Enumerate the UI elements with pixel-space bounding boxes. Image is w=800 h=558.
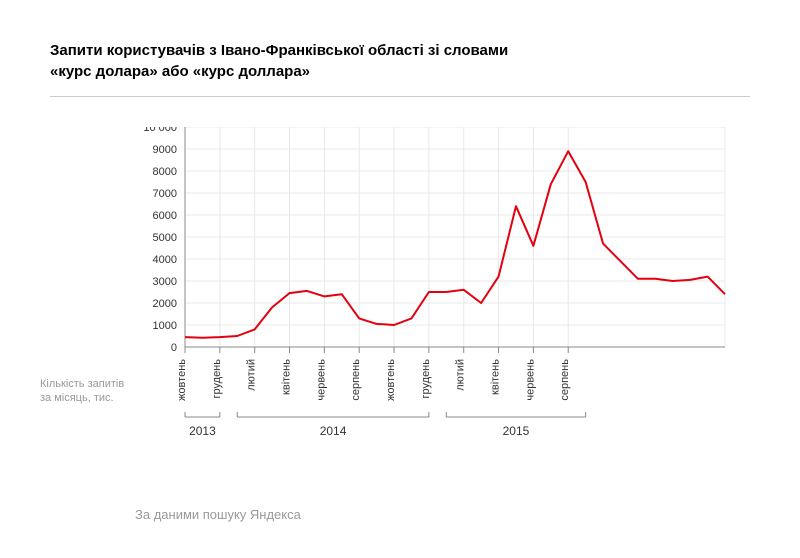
svg-text:червень: червень xyxy=(524,359,536,401)
svg-text:лютий: лютий xyxy=(246,359,258,391)
svg-text:0: 0 xyxy=(171,342,177,354)
svg-text:червень: червень xyxy=(315,359,327,401)
title-line-1: Запити користувачів з Івано-Франківської… xyxy=(50,42,508,59)
svg-text:7000: 7000 xyxy=(153,188,177,200)
title-line-2: «курс долара» або «курс доллара» xyxy=(50,63,310,80)
svg-text:4000: 4000 xyxy=(153,254,177,266)
svg-text:серпень: серпень xyxy=(350,359,362,401)
chart-area: 0 1000 2000 3000 4000 5000 6000 7000 8000 9000 10 … xyxy=(50,127,750,467)
svg-text:1000: 1000 xyxy=(153,320,177,332)
svg-text:10 000: 10 000 xyxy=(143,127,177,134)
line-chart-svg: 0 1000 2000 3000 4000 5000 6000 7000 8000 9000 10 … xyxy=(50,127,750,467)
svg-text:жовтень: жовтень xyxy=(385,359,397,401)
svg-text:2013: 2013 xyxy=(189,424,216,438)
svg-text:5000: 5000 xyxy=(153,232,177,244)
svg-text:жовтень: жовтень xyxy=(176,359,188,401)
svg-text:2015: 2015 xyxy=(503,424,530,438)
svg-text:2014: 2014 xyxy=(320,424,347,438)
svg-text:квітень: квітень xyxy=(281,359,293,395)
svg-text:грудень: грудень xyxy=(211,359,223,399)
svg-text:6000: 6000 xyxy=(153,210,177,222)
svg-text:лютий: лютий xyxy=(455,359,467,391)
svg-text:грудень: грудень xyxy=(420,359,432,399)
svg-text:8000: 8000 xyxy=(153,166,177,178)
title-divider xyxy=(50,96,750,97)
svg-text:2000: 2000 xyxy=(153,298,177,310)
svg-text:9000: 9000 xyxy=(153,144,177,156)
svg-text:квітень: квітень xyxy=(490,359,502,395)
chart-title: Запити користувачів з Івано-Франківської… xyxy=(50,40,750,82)
svg-text:3000: 3000 xyxy=(153,276,177,288)
chart-footer: За даними пошуку Яндекса xyxy=(135,507,750,522)
y-axis-caption: Кількість запитів за місяць, тис. xyxy=(40,377,150,406)
svg-text:серпень: серпень xyxy=(559,359,571,401)
